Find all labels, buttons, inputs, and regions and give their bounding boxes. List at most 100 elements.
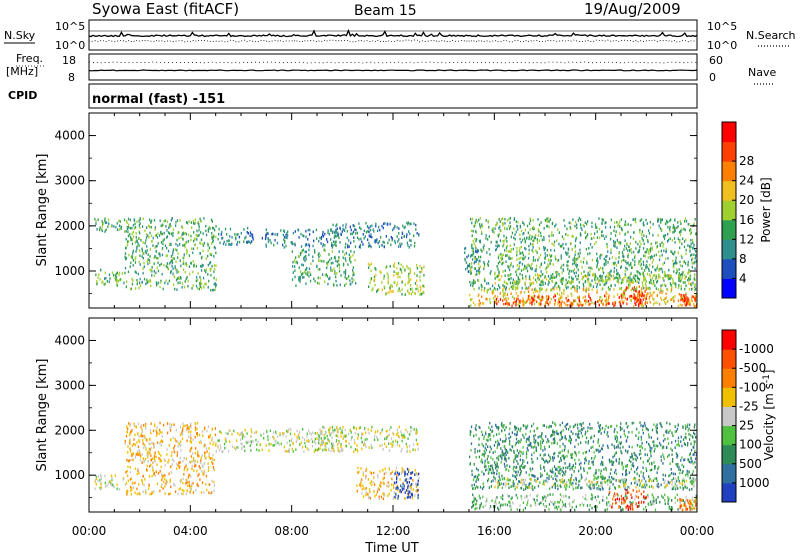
data-cell xyxy=(589,273,591,277)
data-cell xyxy=(292,242,294,246)
data-cell xyxy=(151,441,153,445)
data-cell xyxy=(340,233,342,236)
data-cell xyxy=(277,441,279,444)
data-cell xyxy=(106,221,108,224)
data-cell xyxy=(368,241,370,245)
data-cell xyxy=(147,455,149,459)
data-cell xyxy=(188,426,190,429)
data-cell xyxy=(635,220,637,224)
data-cell xyxy=(181,226,184,229)
data-cell xyxy=(614,261,616,265)
data-cell xyxy=(143,265,145,268)
data-cell xyxy=(525,277,527,281)
data-cell xyxy=(197,220,199,224)
data-cell xyxy=(367,262,370,266)
data-cell xyxy=(150,431,152,435)
data-cell xyxy=(116,228,119,232)
data-cell xyxy=(637,250,639,254)
data-cell xyxy=(543,235,545,239)
data-cell xyxy=(386,484,388,488)
data-cell xyxy=(592,440,595,443)
data-cell xyxy=(631,295,633,299)
data-cell xyxy=(475,475,477,478)
data-cell xyxy=(651,294,653,297)
data-cell xyxy=(677,443,679,446)
data-cell xyxy=(128,253,130,257)
data-cell xyxy=(126,227,129,231)
data-cell xyxy=(575,260,577,263)
data-cell xyxy=(174,490,177,493)
data-cell xyxy=(473,225,475,228)
data-cell xyxy=(668,277,670,281)
data-cell xyxy=(688,277,690,280)
data-cell xyxy=(558,272,560,276)
data-cell xyxy=(656,279,659,283)
data-cell xyxy=(411,494,414,497)
data-cell xyxy=(178,442,180,446)
data-cell xyxy=(163,238,165,241)
data-cell xyxy=(633,218,636,222)
data-cell xyxy=(186,428,188,432)
data-cell xyxy=(135,287,137,290)
data-cell xyxy=(600,432,602,435)
data-cell xyxy=(615,264,618,267)
data-cell xyxy=(299,251,302,255)
data-cell xyxy=(179,243,181,246)
data-cell xyxy=(174,484,176,487)
data-cell xyxy=(687,278,689,282)
data-cell xyxy=(677,221,679,224)
data-cell xyxy=(317,441,320,445)
data-cell xyxy=(545,295,548,298)
data-cell xyxy=(313,450,315,453)
data-cell xyxy=(484,446,486,450)
data-cell xyxy=(594,276,596,279)
data-cell xyxy=(368,234,370,238)
data-cell xyxy=(203,469,205,473)
data-cell xyxy=(194,422,197,426)
colorbar-tick-label: 4 xyxy=(739,271,747,285)
data-cell xyxy=(519,261,521,264)
data-cell xyxy=(691,253,693,256)
data-cell xyxy=(564,224,566,228)
data-cell xyxy=(499,298,502,301)
data-cell xyxy=(397,488,399,492)
data-cell xyxy=(598,468,600,472)
data-cell xyxy=(175,428,178,432)
data-cell xyxy=(137,432,139,436)
data-cell xyxy=(125,230,127,233)
data-cell xyxy=(177,231,179,234)
data-cell xyxy=(339,226,341,230)
data-cell xyxy=(600,230,603,234)
data-cell xyxy=(375,493,377,496)
data-cell xyxy=(240,442,242,445)
data-cell xyxy=(409,450,411,453)
data-cell xyxy=(537,443,539,447)
data-cell xyxy=(302,428,304,431)
data-cell xyxy=(129,442,131,445)
data-cell xyxy=(302,248,304,252)
data-cell xyxy=(559,286,561,290)
data-cell xyxy=(187,484,189,488)
data-cell xyxy=(398,232,400,235)
data-cell xyxy=(531,288,533,291)
data-cell xyxy=(606,480,608,483)
data-cell xyxy=(134,433,136,437)
data-cell xyxy=(551,279,553,283)
data-cell xyxy=(347,277,349,280)
data-cell xyxy=(691,487,693,491)
data-cell xyxy=(287,230,289,234)
data-cell xyxy=(640,438,643,442)
data-cell xyxy=(559,472,561,476)
data-cell xyxy=(596,263,598,267)
data-cell xyxy=(152,236,154,240)
data-cell xyxy=(547,265,550,268)
data-cell xyxy=(406,481,408,484)
data-cell xyxy=(549,262,551,265)
data-cell xyxy=(690,288,693,291)
data-cell xyxy=(135,453,137,456)
data-cell xyxy=(220,446,222,450)
data-cell xyxy=(538,295,540,298)
data-cell xyxy=(613,221,616,224)
data-cell xyxy=(291,250,293,253)
data-cell xyxy=(141,225,144,228)
